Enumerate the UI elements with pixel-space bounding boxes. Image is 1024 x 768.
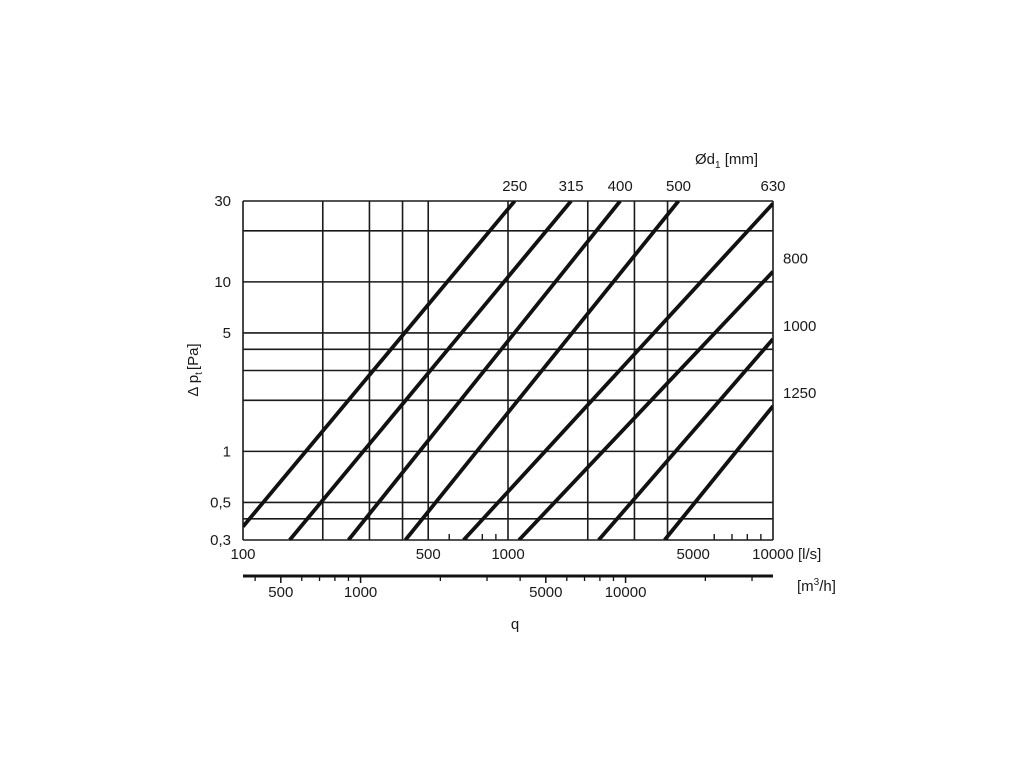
series-line-1250 bbox=[663, 404, 773, 540]
x-tick-label: 1000 bbox=[491, 546, 524, 563]
series-label-800: 800 bbox=[783, 251, 808, 268]
series-line-400 bbox=[347, 201, 622, 540]
x-tick-label: 5000 bbox=[677, 546, 710, 563]
series-line-800 bbox=[517, 270, 773, 540]
y-tick-label: 1 bbox=[223, 443, 231, 460]
x-unit-label: [l/s] bbox=[798, 546, 821, 563]
x-tick-label: 100 bbox=[230, 546, 255, 563]
grid-layer bbox=[242, 200, 774, 541]
y-tick-label: 5 bbox=[223, 325, 231, 342]
series-line-630 bbox=[462, 202, 773, 540]
y-tick-label: 30 bbox=[214, 193, 231, 210]
axis-layer: 250 315 400 500 630800100012503010510,50,310… bbox=[210, 178, 816, 601]
series-label-250: 250 bbox=[502, 178, 527, 195]
x-tick-label: 500 bbox=[416, 546, 441, 563]
series-label-1250: 1250 bbox=[783, 385, 816, 402]
x-axis-label: q bbox=[511, 616, 519, 633]
y-tick-label: 0,5 bbox=[210, 494, 231, 511]
series-label-630: 630 bbox=[760, 178, 785, 195]
x2-tick-label: 1000 bbox=[344, 584, 377, 601]
x2-tick-label: 5000 bbox=[529, 584, 562, 601]
x-tick-label: 10000 bbox=[752, 546, 794, 563]
y-tick-label: 0,3 bbox=[210, 532, 231, 549]
series-label-1000: 1000 bbox=[783, 318, 816, 335]
series-line-250 bbox=[243, 201, 517, 528]
series-layer bbox=[243, 201, 773, 540]
series-title: Ød1 [mm] bbox=[695, 151, 758, 171]
series-label-400: 400 bbox=[608, 178, 633, 195]
series-line-500 bbox=[403, 201, 680, 540]
series-label-500: 500 bbox=[666, 178, 691, 195]
y-axis-label: Δ pt[Pa] bbox=[185, 343, 205, 396]
y-tick-label: 10 bbox=[214, 274, 231, 291]
x2-tick-label: 10000 bbox=[605, 584, 647, 601]
x2-unit-label: [m3/h] bbox=[797, 577, 836, 595]
series-line-1000 bbox=[597, 337, 773, 540]
x2-tick-label: 500 bbox=[268, 584, 293, 601]
series-line-315 bbox=[288, 201, 573, 540]
series-label-315: 315 bbox=[559, 178, 584, 195]
